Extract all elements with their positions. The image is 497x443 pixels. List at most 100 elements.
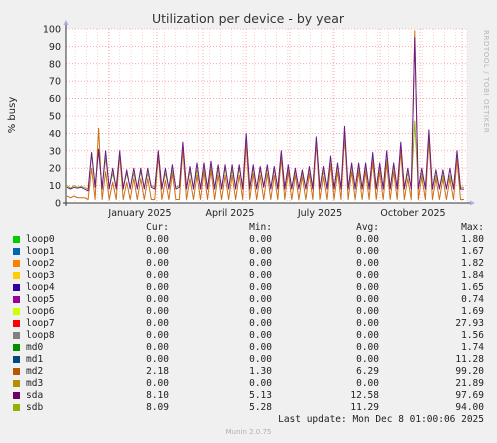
utilization-chart: Utilization per device - by year % busy … [7, 11, 490, 219]
legend-swatch [13, 380, 20, 387]
last-update: Last update: Mon Dec 8 01:00:06 2025 [278, 414, 484, 425]
legend-cur: 0.00 [146, 306, 169, 317]
legend-max: 1.56 [461, 330, 484, 341]
legend-avg: 0.00 [356, 258, 379, 269]
legend-max: 21.89 [455, 378, 484, 389]
legend-row-md0: md0 0.00 0.00 0.00 1.74 [0, 342, 497, 354]
legend-min: 0.00 [249, 246, 272, 257]
legend-cur: 0.00 [146, 318, 169, 329]
legend-name: loop8 [26, 330, 55, 341]
legend-cur: 2.18 [146, 366, 169, 377]
legend-min: 0.00 [249, 306, 272, 317]
legend-max: 1.74 [461, 342, 484, 353]
legend-swatch [13, 260, 20, 267]
legend-avg: 0.00 [356, 342, 379, 353]
legend-cur: 8.09 [146, 402, 169, 413]
y-tick-label: 80 [49, 59, 61, 70]
legend-row-loop1: loop1 0.00 0.00 0.00 1.67 [0, 246, 497, 258]
legend-avg: 0.00 [356, 282, 379, 293]
legend-row-loop2: loop2 0.00 0.00 0.00 1.82 [0, 258, 497, 270]
y-tick-label: 20 [49, 164, 61, 175]
legend-swatch [13, 272, 20, 279]
y-tick-label: 40 [49, 129, 61, 140]
legend-name: loop4 [26, 282, 55, 293]
y-axis-arrow [63, 20, 69, 25]
legend-min: 0.00 [249, 354, 272, 365]
legend-name: loop1 [26, 246, 55, 257]
chart-series [66, 30, 464, 200]
legend-row-md2: md2 2.18 1.30 6.29 99.20 [0, 366, 497, 378]
legend-swatch [13, 308, 20, 315]
y-tick-label: 10 [49, 181, 61, 192]
series-line-md2 [66, 30, 464, 200]
legend-swatch [13, 296, 20, 303]
legend-name: loop2 [26, 258, 55, 269]
munin-version: Munin 2.0.75 [225, 428, 272, 436]
x-tick-label: October 2025 [380, 208, 445, 219]
legend-swatch [13, 236, 20, 243]
legend-name: md3 [26, 378, 44, 389]
legend-header: Cur: Min: Avg: Max: [0, 222, 497, 234]
legend-name: loop0 [26, 234, 55, 245]
legend-min: 0.00 [249, 258, 272, 269]
legend-row-md1: md1 0.00 0.00 0.00 11.28 [0, 354, 497, 366]
legend-max: 1.69 [461, 306, 484, 317]
x-tick-label: July 2025 [297, 208, 342, 219]
y-tick-label: 70 [49, 77, 61, 88]
legend-rows: loop0 0.00 0.00 0.00 1.80 loop1 0.00 0.00 0.00 1.… [0, 234, 497, 414]
legend-max: 1.67 [461, 246, 484, 257]
legend-cur: 0.00 [146, 330, 169, 341]
legend-name: loop6 [26, 306, 55, 317]
x-tick-label: April 2025 [206, 208, 255, 219]
legend-name: loop5 [26, 294, 55, 305]
legend-cur: 8.10 [146, 390, 169, 401]
legend-avg: 0.00 [356, 330, 379, 341]
rrdtool-watermark: RRDTOOL / TOBI OETIKER [482, 30, 490, 133]
legend-row-loop4: loop4 0.00 0.00 0.00 1.65 [0, 282, 497, 294]
y-tick-label: 30 [49, 146, 61, 157]
legend-avg: 12.58 [350, 390, 379, 401]
legend-header-max: Max: [461, 222, 484, 233]
x-tick-label: January 2025 [107, 208, 171, 219]
legend-avg: 0.00 [356, 234, 379, 245]
legend-min: 5.28 [249, 402, 272, 413]
legend-min: 1.30 [249, 366, 272, 377]
legend-swatch [13, 320, 20, 327]
legend-avg: 11.29 [350, 402, 379, 413]
y-tick-label: 50 [49, 112, 61, 123]
legend-cur: 0.00 [146, 258, 169, 269]
y-tick-label: 90 [49, 42, 61, 53]
legend-avg: 6.29 [356, 366, 379, 377]
y-axis-ticks: 0 10 20 30 40 50 60 70 80 90 100 [43, 25, 61, 210]
legend-min: 0.00 [249, 270, 272, 281]
legend-max: 1.84 [461, 270, 484, 281]
legend-header-cur: Cur: [146, 222, 169, 233]
legend-max: 1.82 [461, 258, 484, 269]
legend-avg: 0.00 [356, 306, 379, 317]
y-tick-label: 0 [55, 199, 61, 210]
legend-swatch [13, 404, 20, 411]
legend-avg: 0.00 [356, 318, 379, 329]
legend-max: 94.00 [455, 402, 484, 413]
legend-max: 0.74 [461, 294, 484, 305]
legend-swatch [13, 284, 20, 291]
legend-name: loop7 [26, 318, 55, 329]
legend-cur: 0.00 [146, 342, 169, 353]
legend-swatch [13, 356, 20, 363]
legend-cur: 0.00 [146, 270, 169, 281]
legend-header-avg: Avg: [356, 222, 379, 233]
legend-cur: 0.00 [146, 354, 169, 365]
legend-row-sdb: sdb 8.09 5.28 11.29 94.00 [0, 402, 497, 414]
legend-min: 0.00 [249, 378, 272, 389]
legend-max: 27.93 [455, 318, 484, 329]
legend-row-loop8: loop8 0.00 0.00 0.00 1.56 [0, 330, 497, 342]
series-line-sda [66, 37, 464, 192]
y-tick-label: 60 [49, 94, 61, 105]
legend-name: md1 [26, 354, 44, 365]
legend-table: Cur: Min: Avg: Max: loop0 0.00 0.00 0.00 1.8… [0, 222, 497, 414]
y-axis-label: % busy [7, 97, 18, 134]
legend-min: 0.00 [249, 330, 272, 341]
legend-row-loop0: loop0 0.00 0.00 0.00 1.80 [0, 234, 497, 246]
legend-swatch [13, 332, 20, 339]
legend-min: 0.00 [249, 342, 272, 353]
